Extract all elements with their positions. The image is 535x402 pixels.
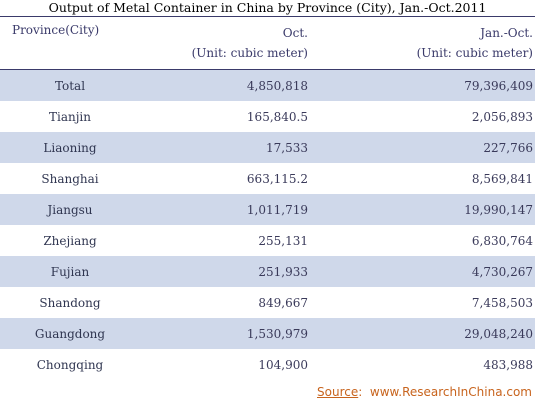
table-row: Shanghai 663,115.2 8,569,841 xyxy=(0,163,535,194)
province-cell: Guangdong xyxy=(0,318,140,349)
oct-value-cell: 17,533 xyxy=(140,132,310,163)
jan-oct-value-cell: 8,569,841 xyxy=(471,171,533,186)
column-header-province-label: Province(City) xyxy=(12,23,100,37)
table-row: Chongqing 104,900 483,988 xyxy=(0,349,535,380)
jan-oct-value-cell: 6,830,764 xyxy=(471,233,533,248)
province-cell: Jiangsu xyxy=(0,194,140,225)
source-site: www.ResearchInChina.com xyxy=(369,385,532,399)
oct-value-cell: 104,900 xyxy=(258,357,308,372)
source-separator: : xyxy=(358,385,363,399)
table-row: Shandong 849,667 7,458,503 xyxy=(0,287,535,318)
province-cell: Fujian xyxy=(0,256,140,287)
province-cell: Chongqing xyxy=(36,357,104,372)
chart-title: Output of Metal Container in China by Pr… xyxy=(48,0,487,15)
oct-value-cell: 4,850,818 xyxy=(140,69,310,101)
oct-value-cell: 165,840.5 xyxy=(246,109,308,124)
jan-oct-value-cell: 7,458,503 xyxy=(471,295,533,310)
province-cell: Shandong xyxy=(39,295,101,310)
data-table: Province(City) Oct. (Unit: cubic meter) … xyxy=(0,16,535,380)
table-row: Fujian 251,933 4,730,267 xyxy=(0,256,535,287)
table-row: Jiangsu 1,011,719 19,990,147 xyxy=(0,194,535,225)
table-row: Liaoning 17,533 227,766 xyxy=(0,132,535,163)
jan-oct-value-cell: 29,048,240 xyxy=(310,318,535,349)
column-header-oct-label: Oct. xyxy=(282,26,308,40)
column-header-oct-unit: (Unit: cubic meter) xyxy=(191,46,308,60)
province-cell: Shanghai xyxy=(41,171,99,186)
column-header-jan-oct-label: Jan.-Oct. xyxy=(480,26,533,40)
table-row-total: Total 4,850,818 79,396,409 xyxy=(0,69,535,101)
oct-value-cell: 1,011,719 xyxy=(140,194,310,225)
jan-oct-value-cell: 227,766 xyxy=(310,132,535,163)
table-row: Tianjin 165,840.5 2,056,893 xyxy=(0,101,535,132)
oct-value-cell: 255,131 xyxy=(258,233,308,248)
table-header-row: Province(City) Oct. (Unit: cubic meter) … xyxy=(0,16,535,70)
province-cell: Zhejiang xyxy=(43,233,97,248)
column-header-oct: Oct. (Unit: cubic meter) xyxy=(140,16,310,70)
jan-oct-value-cell: 79,396,409 xyxy=(310,69,535,101)
jan-oct-value-cell: 483,988 xyxy=(483,357,533,372)
table-row: Zhejiang 255,131 6,830,764 xyxy=(0,225,535,256)
oct-value-cell: 251,933 xyxy=(140,256,310,287)
province-cell: Total xyxy=(0,69,140,101)
source-label: Source xyxy=(317,385,359,399)
jan-oct-value-cell: 2,056,893 xyxy=(471,109,533,124)
province-cell: Tianjin xyxy=(48,109,91,124)
province-cell: Liaoning xyxy=(0,132,140,163)
jan-oct-value-cell: 4,730,267 xyxy=(310,256,535,287)
column-header-jan-oct-unit: (Unit: cubic meter) xyxy=(416,46,533,60)
table-row: Guangdong 1,530,979 29,048,240 xyxy=(0,318,535,349)
column-header-jan-oct: Jan.-Oct. (Unit: cubic meter) xyxy=(310,16,535,70)
oct-value-cell: 663,115.2 xyxy=(246,171,308,186)
column-header-province: Province(City) xyxy=(0,16,140,70)
oct-value-cell: 1,530,979 xyxy=(140,318,310,349)
jan-oct-value-cell: 19,990,147 xyxy=(310,194,535,225)
source-credit: Source: www.ResearchInChina.com xyxy=(317,383,532,402)
oct-value-cell: 849,667 xyxy=(258,295,308,310)
